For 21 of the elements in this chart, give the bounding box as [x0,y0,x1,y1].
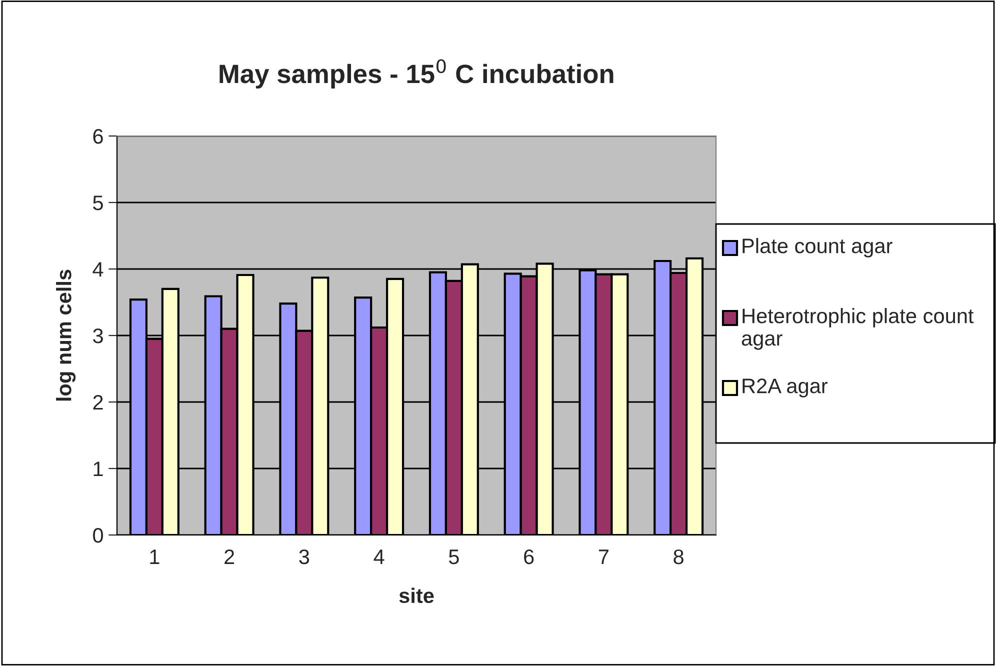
y-tick-label: 2 [93,395,103,410]
legend-label: Plate count agar [742,238,892,258]
y-tick-label: 3 [93,328,103,344]
y-tick-label: 6 [93,129,103,144]
y-tick-label: 0 [93,528,103,543]
y-tick-label: 5 [93,196,103,210]
y-tick-label: 4 [92,262,104,277]
x-tick-label: 6 [524,549,534,564]
y-axis-title: log num cells [56,270,76,401]
legend-label: R2A agar [742,378,828,398]
x-tick-label: 5 [448,550,459,564]
x-tick-label: 1 [150,550,160,564]
y-tick-label: 1 [94,462,103,476]
x-tick-label: 4 [374,550,384,564]
legend-label: Heterotrophic plate count agar [742,308,974,350]
x-axis-title: site [399,588,434,604]
x-tick-label: 8 [674,549,684,564]
chart-title: May samples - 15$^{0}$ C incubation [220,59,614,88]
x-tick-label: 3 [299,549,310,564]
x-tick-label: 2 [224,549,234,564]
x-tick-label: 7 [598,550,608,564]
